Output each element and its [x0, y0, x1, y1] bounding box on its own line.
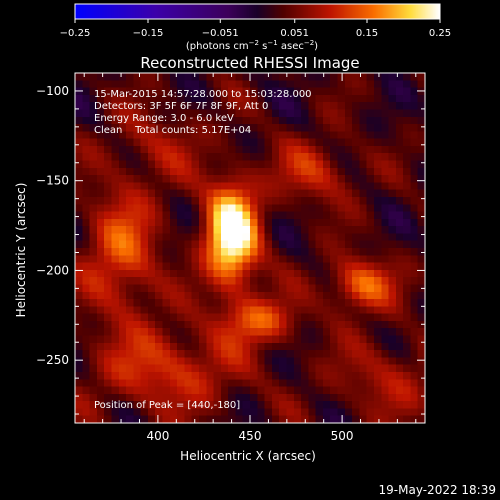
- info-line-energy: Energy Range: 3.0 - 6.0 keV: [94, 113, 234, 124]
- plot-title: Reconstructed RHESSI Image: [140, 54, 359, 72]
- info-block: 15-Mar-2015 14:57:28.000 to 15:03:28.000…: [94, 89, 312, 136]
- colorbar-tick-label: 0.051: [280, 28, 309, 39]
- colorbar-gradient: [75, 4, 440, 19]
- colorbar-tick-label: −0.15: [133, 28, 164, 39]
- x-tick-label: 400: [146, 429, 169, 443]
- colorbar: −0.25 −0.15 −0.051 0.051 0.15 0.25 (photons c…: [60, 3, 451, 52]
- x-tick-label: 450: [239, 429, 262, 443]
- y-tick-label: −150: [36, 174, 69, 188]
- colorbar-tick-label: −0.25: [60, 28, 91, 39]
- colorbar-tick-label: −0.051: [202, 28, 239, 39]
- info-line-time: 15-Mar-2015 14:57:28.000 to 15:03:28.000: [94, 89, 312, 100]
- peak-position-label: Position of Peak = [440,-180]: [94, 400, 240, 411]
- colorbar-tick-label: 0.15: [356, 28, 378, 39]
- y-axis-title: Heliocentric Y (arcsec): [14, 183, 28, 318]
- colorbar-tick-label: 0.25: [429, 28, 451, 39]
- info-line-counts: Clean Total counts: 5.17E+04: [94, 125, 251, 136]
- footer-timestamp: 19-May-2022 18:39: [379, 483, 496, 497]
- colorbar-units: (photons cm−2 s−1 asec−2): [186, 39, 318, 52]
- y-tick-label: −100: [36, 84, 69, 98]
- y-tick-label: −200: [36, 263, 69, 277]
- x-tick-label: 500: [331, 429, 354, 443]
- y-tick-label: −250: [36, 353, 69, 367]
- x-axis-title: Heliocentric X (arcsec): [180, 449, 316, 463]
- colorbar-frame: [74, 3, 441, 20]
- heatmap-image: [75, 73, 425, 423]
- info-line-detectors: Detectors: 3F 5F 6F 7F 8F 9F, Att 0: [94, 101, 268, 112]
- axis-ticks: 400 450 500 −100 −150 −200 −250: [36, 72, 425, 443]
- colorbar-ticks: −0.25 −0.15 −0.051 0.051 0.15 0.25: [60, 19, 451, 39]
